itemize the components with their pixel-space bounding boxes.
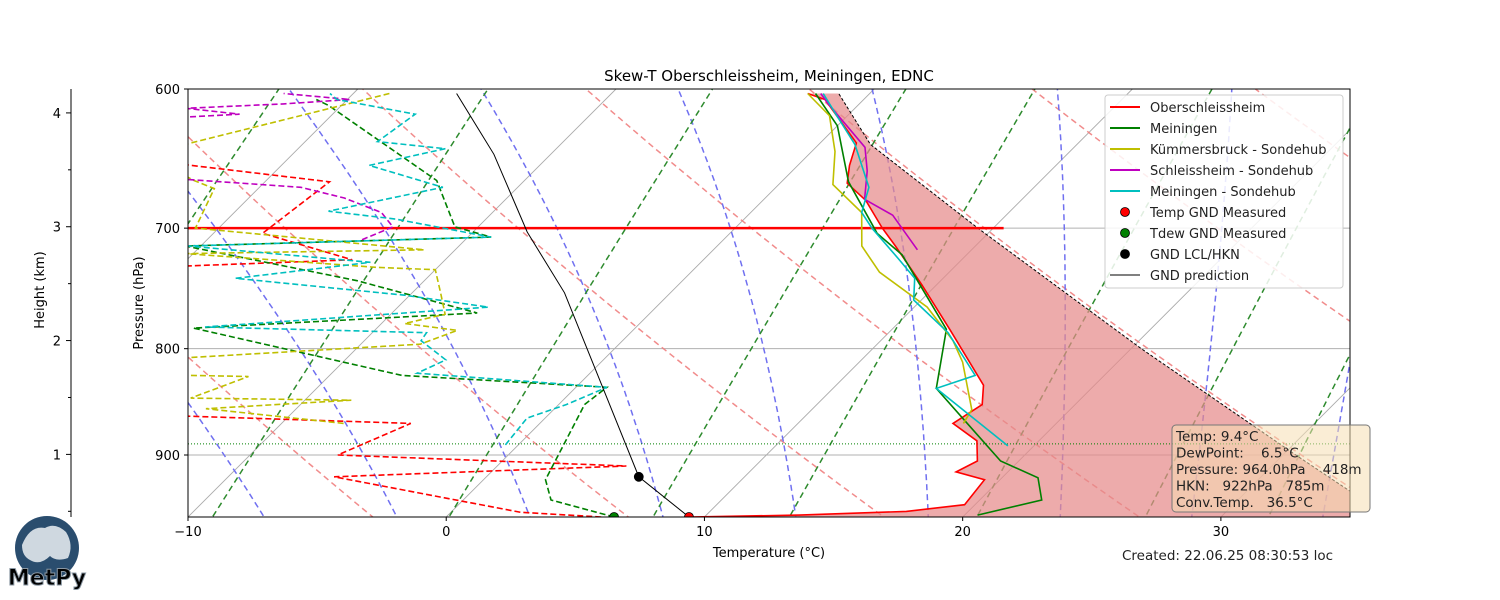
gnd-prediction-line xyxy=(456,93,690,517)
moist-adiabat-line xyxy=(871,89,930,517)
x-axis-label: Temperature (°C) xyxy=(712,546,825,561)
y-tick-label: 800 xyxy=(155,343,180,358)
chart-title: Skew-T Oberschleissheim, Meiningen, EDNC xyxy=(604,67,934,85)
legend-item-label: Schleissheim - Sondehub xyxy=(1150,164,1313,179)
cape-fill xyxy=(689,93,1350,517)
x-tick-label: 10 xyxy=(696,525,713,540)
isotherm-line xyxy=(1479,89,1500,517)
legend-item-label: Kümmersbruck - Sondehub xyxy=(1150,143,1326,158)
dry-adiabat-line xyxy=(188,135,630,517)
isotherm-line xyxy=(188,89,617,517)
series-temperature-meiningen xyxy=(814,93,1043,516)
series-dewpoint-oberschleissheim xyxy=(188,164,627,517)
legend-item-label: Meiningen xyxy=(1150,122,1217,137)
y-tick-label: 900 xyxy=(155,449,180,464)
series-temperature-meiningen-sondehub xyxy=(822,93,1009,447)
moist-adiabat-line xyxy=(188,189,398,517)
legend-item-label: Oberschleissheim xyxy=(1150,101,1265,116)
moist-adiabat-line xyxy=(677,89,797,517)
dry-adiabat-line xyxy=(1479,89,1500,550)
info-line: HKN: 922hPa 785m xyxy=(1176,479,1324,495)
legend-marker-icon xyxy=(1120,228,1130,238)
legend-marker-icon xyxy=(1120,249,1130,259)
moist-adiabat-line xyxy=(1446,89,1500,550)
height-tick-label: 2 xyxy=(53,335,61,350)
series-group xyxy=(188,92,1350,517)
mixing-ratio-line xyxy=(448,89,714,517)
plot-frame xyxy=(187,88,1351,518)
x-tick-label: 0 xyxy=(442,525,450,540)
legend-item-label: Tdew GND Measured xyxy=(1149,227,1286,242)
y-tick-label: 600 xyxy=(155,83,180,98)
dry-adiabat-line xyxy=(808,89,1350,489)
mixing-ratio-line xyxy=(211,89,489,517)
legend: Oberschleissheim Meiningen Kümmersbruck - … xyxy=(1104,94,1344,289)
created-timestamp: Created: 22.06.25 08:30:53 loc xyxy=(1122,548,1333,564)
metpy-logo-text: MetPy xyxy=(8,566,86,591)
height-tick-label: 4 xyxy=(53,107,61,122)
height-tick-label: 1 xyxy=(53,448,61,463)
series-temperature-schleissheim-sondehub xyxy=(820,93,919,251)
series-dewpoint-k-mmersbruck-sondehub xyxy=(188,92,458,425)
isotherm-line xyxy=(188,89,359,260)
convective-parcel-line xyxy=(838,93,1350,492)
series-dewpoint-meiningen-sondehub xyxy=(188,92,608,446)
moist-adiabat-line xyxy=(288,89,531,517)
legend-item-label: Temp GND Measured xyxy=(1149,206,1286,221)
x-tick-label: 20 xyxy=(954,525,971,540)
info-line: DewPoint: 6.5°C xyxy=(1176,446,1299,462)
moist-adiabat-line xyxy=(188,401,265,517)
height-axis-label: Height (km) xyxy=(33,251,48,328)
legend-item-label: GND LCL/HKN xyxy=(1150,248,1240,263)
legend-item-label: Meiningen - Sondehub xyxy=(1150,185,1296,200)
cape-fill-area xyxy=(689,93,1350,517)
series-dewpoint-meiningen xyxy=(188,98,615,517)
x-tick-label: −10 xyxy=(174,525,201,540)
metpy-logo: MetPy xyxy=(7,516,87,592)
dry-adiabat-line xyxy=(585,89,1141,517)
legend-box xyxy=(1104,94,1344,289)
series-dewpoint-schleissheim-sondehub xyxy=(188,92,395,241)
height-tick-label: 3 xyxy=(53,221,61,236)
isotherm-line xyxy=(445,89,875,517)
legend-marker-icon xyxy=(1120,207,1130,217)
mixing-ratio-line xyxy=(0,89,24,550)
isotherm-line xyxy=(0,89,100,517)
info-line: Temp: 9.4°C xyxy=(1175,429,1258,445)
series-temperature-k-mmersbruck-sondehub xyxy=(807,92,973,424)
info-line: Conv.Temp. 36.5°C xyxy=(1176,495,1313,511)
marker-temp-gnd-measured xyxy=(684,512,694,517)
series-temperature-oberschleissheim xyxy=(688,92,986,517)
mixing-ratio-line xyxy=(788,89,1036,517)
y-tick-label: 700 xyxy=(155,222,180,237)
axes: −10 0 10 20 30 600 700 800 900 1 2 3 4 xyxy=(53,83,1229,540)
y-axis-label: Pressure (hPa) xyxy=(132,256,147,349)
info-line: Pressure: 964.0hPa 418m xyxy=(1176,462,1362,478)
marker-tdew-gnd-measured xyxy=(609,512,619,517)
moist-adiabat-line xyxy=(480,89,664,517)
x-tick-label: 30 xyxy=(1213,525,1230,540)
legend-item-label: GND prediction xyxy=(1150,269,1249,284)
info-box-background xyxy=(1171,424,1371,513)
dry-adiabat-line xyxy=(362,89,886,517)
marker-gnd-lcl-hkn xyxy=(633,471,644,482)
isotherm-line xyxy=(704,89,1133,517)
